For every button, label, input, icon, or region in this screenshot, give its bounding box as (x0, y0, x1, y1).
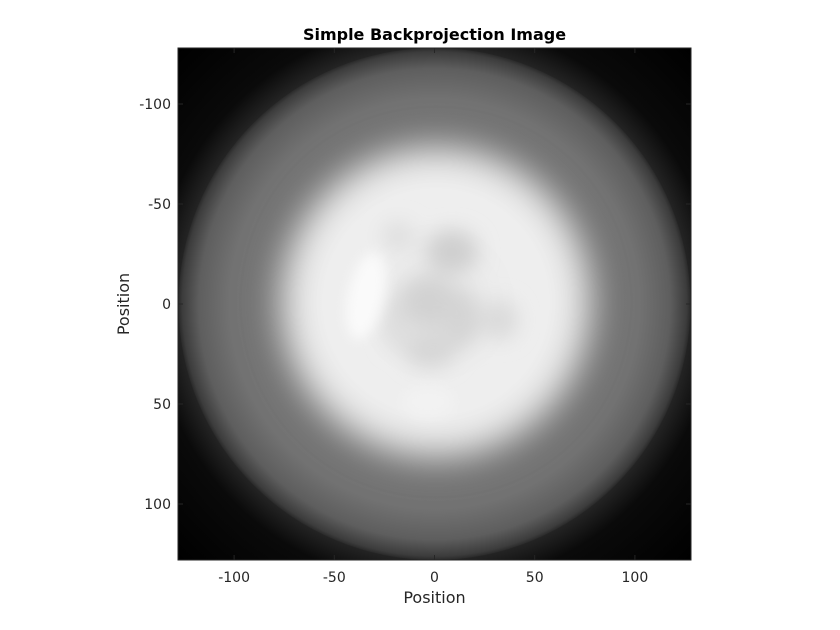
tick-marks (178, 48, 691, 560)
y-tick-label: -100 (139, 97, 171, 113)
x-tick-label: 50 (526, 570, 544, 586)
chart-title: Simple Backprojection Image (303, 25, 566, 44)
x-tick-label: -50 (323, 570, 346, 586)
y-tick-label: -50 (148, 197, 171, 213)
x-tick-label: -100 (218, 570, 250, 586)
image (178, 48, 691, 560)
dark-structures (382, 222, 518, 368)
x-tick-labels: -100 -50 0 50 100 (218, 570, 648, 586)
y-tick-label: 50 (153, 397, 171, 413)
y-axis-label: Position (114, 273, 133, 335)
y-tick-label: 100 (144, 497, 171, 513)
bright-structures (346, 252, 454, 418)
x-axis-label: Position (403, 588, 465, 607)
x-tick-label: 0 (430, 570, 439, 586)
y-tick-label: 0 (162, 297, 171, 313)
x-tick-label: 100 (622, 570, 649, 586)
y-tick-labels: -100 -50 0 50 100 (139, 97, 171, 513)
